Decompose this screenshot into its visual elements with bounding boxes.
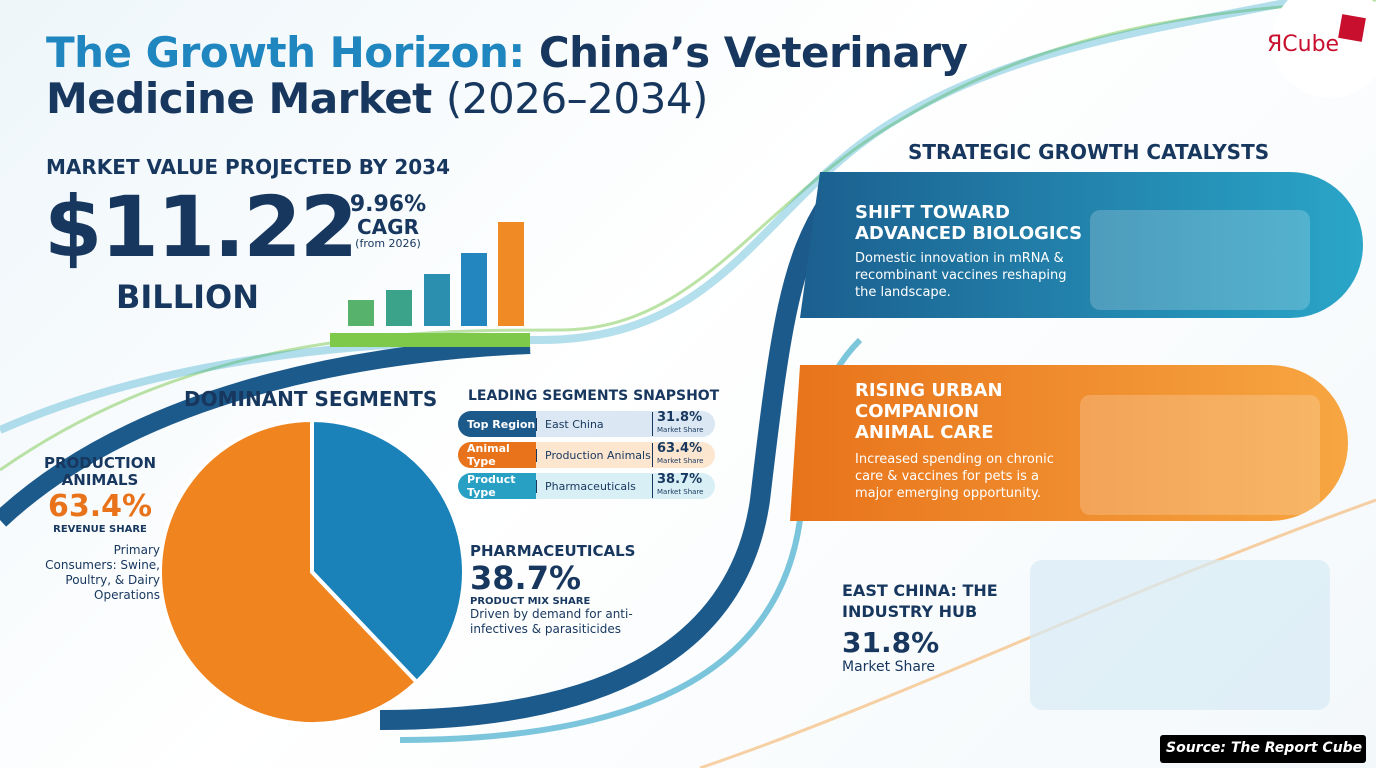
pie-slice [310,417,466,686]
pie-slice [158,417,420,726]
row-category: Product Type [458,473,536,499]
segment-share: 38.7% [470,559,582,597]
swoosh [0,336,531,527]
deco-bar [424,274,450,326]
segment-name: PHARMACEUTICALS [470,542,636,560]
row-share: 31.8% Market Share [652,410,715,436]
title-line2: Medicine Market [46,74,432,123]
segment-metric: PRODUCT MIX SHARE [470,596,591,607]
snapshot-row: Product Type Pharmaceuticals 38.7% Market S… [458,473,715,499]
source: Source: The Report Cube [1166,740,1363,756]
segment-name: PRODUCTION ANIMALS [43,454,157,489]
logo-cube [1338,14,1366,42]
cagr-block: 9.96% CAGR (from 2026) [345,192,431,250]
swoosh [699,498,1376,768]
pie-chart [158,417,466,726]
title-lead: The Growth Horizon: [46,28,525,77]
logo: ЯCube [1267,32,1340,57]
title-years: (2026–2034) [445,74,709,123]
heading: DOMINANT SEGMENTS [184,387,438,411]
hub-title: EAST CHINA: THE INDUSTRY HUB [842,581,998,621]
segment-note: Driven by demand for anti-infectives & p… [470,607,633,636]
share-value: 38.7% [657,472,703,487]
share-value: 31.8% [657,410,703,425]
cagr-value: 9.96% [349,192,427,217]
deco-bar [386,290,412,326]
card-background [800,172,1363,318]
deco-bar [498,222,524,326]
heading: MARKET VALUE PROJECTED BY 2034 [46,155,451,179]
source-box [1160,735,1366,763]
catalyst-body: Domestic innovation in mRNA & recombinan… [855,251,1067,300]
title: The Growth Horizon: China’s Veterinary M… [46,30,1006,122]
row-category: Top Region [458,411,536,437]
row-value: Production Animals [536,448,652,462]
share-note: Market Share [657,457,704,465]
hub: EAST CHINA: THE INDUSTRY HUB 31.8% Marke… [842,580,1042,675]
catalyst: SHIFT TOWARD ADVANCED BIOLOGICS Domestic… [855,202,1085,301]
card-background [790,365,1348,521]
row-share: 38.7% Market Share [652,472,715,498]
catalyst-body: Increased spending on chronic care & vac… [855,452,1054,501]
illustration [1030,560,1330,710]
deco-bar [348,300,374,326]
catalyst-title: RISING URBAN COMPANION ANIMAL CARE [855,380,1003,443]
heading: LEADING SEGMENTS SNAPSHOT [468,388,720,404]
market-unit: BILLION [116,278,259,316]
share-value: 63.4% [657,441,703,456]
catalyst: RISING URBAN COMPANION ANIMAL CARE Incre… [855,380,1070,502]
segment-share: 63.4% [47,489,153,524]
illustration [1080,395,1320,515]
segment-note: Primary Consumers: Swine, Poultry, & Dai… [45,543,160,602]
swoosh [379,194,839,730]
row-category: Animal Type [458,442,536,468]
title-main: China’s Veterinary [538,28,968,77]
snapshot-row: Top Region East China 31.8% Market Share [458,411,715,437]
cagr-note: (from 2026) [355,237,421,250]
segment-metric: REVENUE SHARE [53,524,147,535]
share-note: Market Share [657,426,704,434]
snapshot-row: Animal Type Production Animals 63.4% Market… [458,442,715,468]
catalyst-title: SHIFT TOWARD ADVANCED BIOLOGICS [855,202,1083,244]
segment-pharma: PHARMACEUTICALS 38.7% PRODUCT MIX SHARE … [470,542,645,637]
swoosh [0,0,1376,472]
row-share: 63.4% Market Share [652,441,715,467]
market-value: $11.22 [44,178,358,276]
swoosh [0,0,1301,434]
share-note: Market Share [657,488,704,496]
cagr-label: CAGR [357,215,419,239]
hub-label: Market Share [842,659,935,675]
row-value: Pharmaceuticals [536,479,652,493]
illustration [1090,210,1310,310]
row-value: East China [536,417,652,431]
hub-value: 31.8% [842,626,940,659]
heading: STRATEGIC GROWTH CATALYSTS [908,140,1270,164]
segment-production: PRODUCTION ANIMALS 63.4% REVENUE SHARE P… [40,455,160,603]
deco-bar [461,253,487,326]
